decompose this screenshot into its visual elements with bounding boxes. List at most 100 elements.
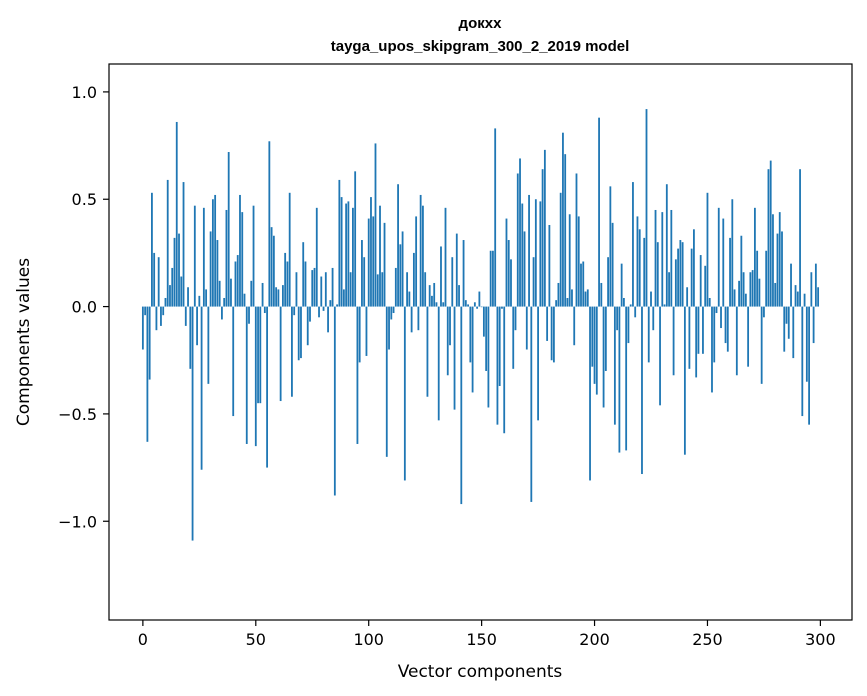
x-tick-label: 300: [805, 630, 836, 649]
bar-275: [763, 306, 765, 318]
bar-298: [814, 263, 817, 307]
bar-263: [735, 306, 738, 376]
bar-280: [774, 282, 777, 307]
bar-154: [489, 250, 492, 307]
bar-242: [688, 306, 691, 369]
bar-32: [214, 194, 217, 307]
bar-127: [428, 285, 431, 307]
y-tick-label: −1.0: [58, 512, 97, 531]
bar-179: [546, 306, 549, 341]
bar-212: [620, 263, 623, 307]
bar-55: [266, 306, 268, 468]
bar-172: [530, 306, 533, 502]
bar-53: [261, 282, 264, 307]
bar-264: [738, 280, 740, 307]
bar-23: [193, 205, 196, 307]
bar-258: [724, 306, 727, 344]
bar-62: [281, 285, 284, 307]
x-tick-label: 100: [353, 630, 384, 649]
bar-295: [808, 306, 810, 425]
bar-76: [313, 267, 316, 307]
bar-166: [516, 173, 519, 307]
bar-57: [270, 227, 273, 307]
bar-250: [706, 192, 709, 307]
y-tick-label: 0.5: [72, 190, 97, 209]
bar-195: [582, 261, 585, 307]
bar-83: [329, 300, 332, 307]
bar-67: [293, 306, 296, 316]
bar-100: [367, 218, 370, 307]
bar-173: [532, 257, 535, 307]
bar-88: [340, 197, 343, 307]
bar-218: [634, 306, 637, 318]
bar-157: [496, 306, 499, 425]
bar-288: [792, 306, 795, 359]
bar-75: [311, 270, 314, 307]
bar-161: [505, 218, 508, 307]
bar-262: [733, 289, 736, 307]
bar-97: [361, 240, 363, 307]
bar-213: [623, 297, 625, 307]
bar-120: [412, 252, 415, 307]
bar-283: [781, 231, 783, 307]
bar-4: [151, 192, 153, 307]
bar-116: [403, 306, 406, 481]
bar-102: [372, 216, 375, 307]
bar-150: [480, 306, 483, 308]
bar-162: [507, 240, 510, 307]
bar-188: [566, 297, 569, 307]
bar-119: [410, 306, 413, 333]
bar-89: [342, 289, 345, 307]
bar-265: [740, 235, 743, 307]
x-tick-label: 250: [692, 630, 723, 649]
bar-29: [207, 306, 210, 384]
bar-5: [153, 252, 156, 307]
bar-152: [485, 306, 488, 371]
bar-137: [451, 257, 454, 307]
bar-205: [604, 306, 607, 371]
bar-46: [245, 306, 248, 444]
x-tick-label: 50: [246, 630, 266, 649]
bar-232: [665, 184, 668, 307]
bar-103: [374, 143, 377, 307]
bar-81: [324, 272, 327, 307]
bar-182: [552, 306, 555, 363]
bar-56: [268, 141, 271, 307]
bar-84: [331, 267, 334, 307]
bar-160: [503, 306, 506, 434]
x-tick-label: 0: [138, 630, 148, 649]
bar-208: [611, 222, 614, 307]
bar-247: [699, 255, 702, 307]
x-axis: 0 50 100 150 200 250 300: [138, 620, 836, 649]
bar-168: [521, 203, 524, 307]
bar-175: [537, 306, 539, 421]
bar-236: [674, 259, 677, 307]
bar-40: [232, 306, 235, 417]
bar-252: [711, 306, 713, 393]
bar-237: [677, 248, 680, 307]
bar-17: [180, 276, 183, 307]
bar-92: [349, 272, 352, 307]
bar-68: [295, 272, 298, 307]
bar-196: [584, 291, 587, 307]
bar-36: [223, 297, 226, 307]
bar-131: [437, 306, 440, 421]
bar-118: [408, 291, 411, 307]
bar-241: [686, 287, 689, 307]
bar-95: [356, 306, 359, 444]
bar-50: [254, 306, 257, 447]
bar-132: [440, 246, 442, 307]
bar-257: [722, 218, 725, 307]
bar-64: [286, 261, 289, 307]
bar-185: [559, 192, 562, 307]
bar-159: [501, 306, 503, 309]
bar-293: [803, 293, 806, 307]
bar-130: [435, 302, 438, 307]
bar-43: [239, 194, 241, 307]
bar-142: [462, 240, 465, 307]
bar-174: [534, 199, 537, 307]
bar-153: [487, 306, 490, 408]
bar-234: [670, 209, 673, 307]
bar-60: [277, 289, 280, 307]
bar-277: [767, 169, 770, 307]
